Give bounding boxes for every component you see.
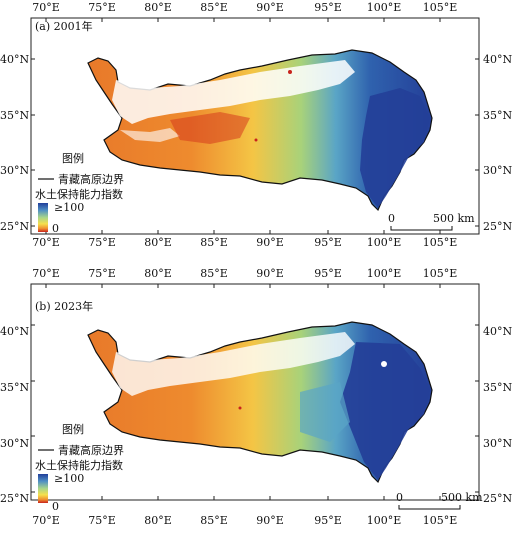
legend: 图例 青藏高原边界 水土保持能力指数 ≥100 0 [35,422,124,513]
lon-label: 75°E [88,1,116,14]
legend-min-label: 0 [52,500,59,513]
legend-max-label: ≥100 [54,472,84,485]
lat-label: 35°N [483,381,512,394]
legend-boundary-label: 青藏高原边界 [58,172,124,186]
panel-title: (a) 2001年 [35,19,93,33]
lon-label: 95°E [314,1,342,14]
lon-label: 105°E [423,1,458,14]
lon-label: 100°E [367,1,402,14]
lat-label: 35°N [0,381,29,394]
lat-label: 25°N [0,492,29,505]
lat-label: 40°N [0,53,29,66]
legend-color-ramp [38,203,48,232]
plateau-map [87,321,433,484]
lon-label: 85°E [200,514,228,527]
lon-label: 90°E [256,236,284,249]
lat-label: 30°N [483,437,512,450]
legend-index-title: 水土保持能力指数 [35,458,123,472]
legend-title: 图例 [62,422,84,436]
lon-label: 105°E [423,236,458,249]
legend-boundary-label: 青藏高原边界 [58,443,124,457]
lon-label: 70°E [32,1,60,14]
lon-label: 95°E [314,267,342,280]
lon-label: 95°E [314,514,342,527]
lon-label: 85°E [200,236,228,249]
scale-end: 500 km [441,491,483,504]
lon-label: 70°E [32,236,60,249]
scale-start: 0 [396,491,403,504]
lon-label: 85°E [200,1,228,14]
lat-label: 35°N [483,109,512,122]
lat-label: 30°N [0,164,29,177]
legend: 图例 青藏高原边界 水土保持能力指数 ≥100 0 [35,151,124,235]
lon-label: 70°E [32,514,60,527]
scale-bar: 0 500 km [396,491,483,510]
legend-index-title: 水土保持能力指数 [35,187,123,201]
map-panel-2001: 70°E 75°E 80°E 85°E 90°E 95°E 100°E 105°… [0,0,513,265]
panel-title: (b) 2023年 [35,299,93,313]
map-panel-2023: 70°E 75°E 80°E 85°E 90°E 95°E 100°E 105°… [0,266,513,531]
lon-label: 85°E [200,267,228,280]
scale-end: 500 km [433,212,475,225]
lon-label: 80°E [144,514,172,527]
plateau-map [87,49,433,212]
lon-label: 80°E [144,267,172,280]
lon-label: 80°E [144,236,172,249]
lon-label: 105°E [423,514,458,527]
lon-label: 75°E [88,267,116,280]
lon-label: 75°E [88,514,116,527]
lon-label: 105°E [423,267,458,280]
lat-label: 30°N [483,164,512,177]
lon-label: 90°E [256,1,284,14]
scale-start: 0 [388,212,395,225]
lat-label: 40°N [0,325,29,338]
lat-label: 25°N [0,220,29,233]
lon-label: 70°E [32,267,60,280]
lat-label: 25°N [483,220,512,233]
lat-label: 40°N [483,53,512,66]
lon-label: 95°E [314,236,342,249]
lat-label: 40°N [483,325,512,338]
lat-label: 25°N [483,492,512,505]
lon-label: 100°E [367,236,402,249]
lon-label: 90°E [256,267,284,280]
lat-label: 35°N [0,109,29,122]
legend-title: 图例 [62,151,84,165]
legend-color-ramp [38,474,48,503]
top-ticks [31,18,479,234]
legend-max-label: ≥100 [54,201,84,214]
legend-min-label: 0 [52,222,59,235]
scale-bar: 0 500 km [388,212,475,231]
lat-label: 30°N [0,437,29,450]
lon-label: 75°E [88,236,116,249]
lon-label: 90°E [256,514,284,527]
lon-label: 100°E [367,267,402,280]
lon-label: 100°E [367,514,402,527]
lon-label: 80°E [144,1,172,14]
